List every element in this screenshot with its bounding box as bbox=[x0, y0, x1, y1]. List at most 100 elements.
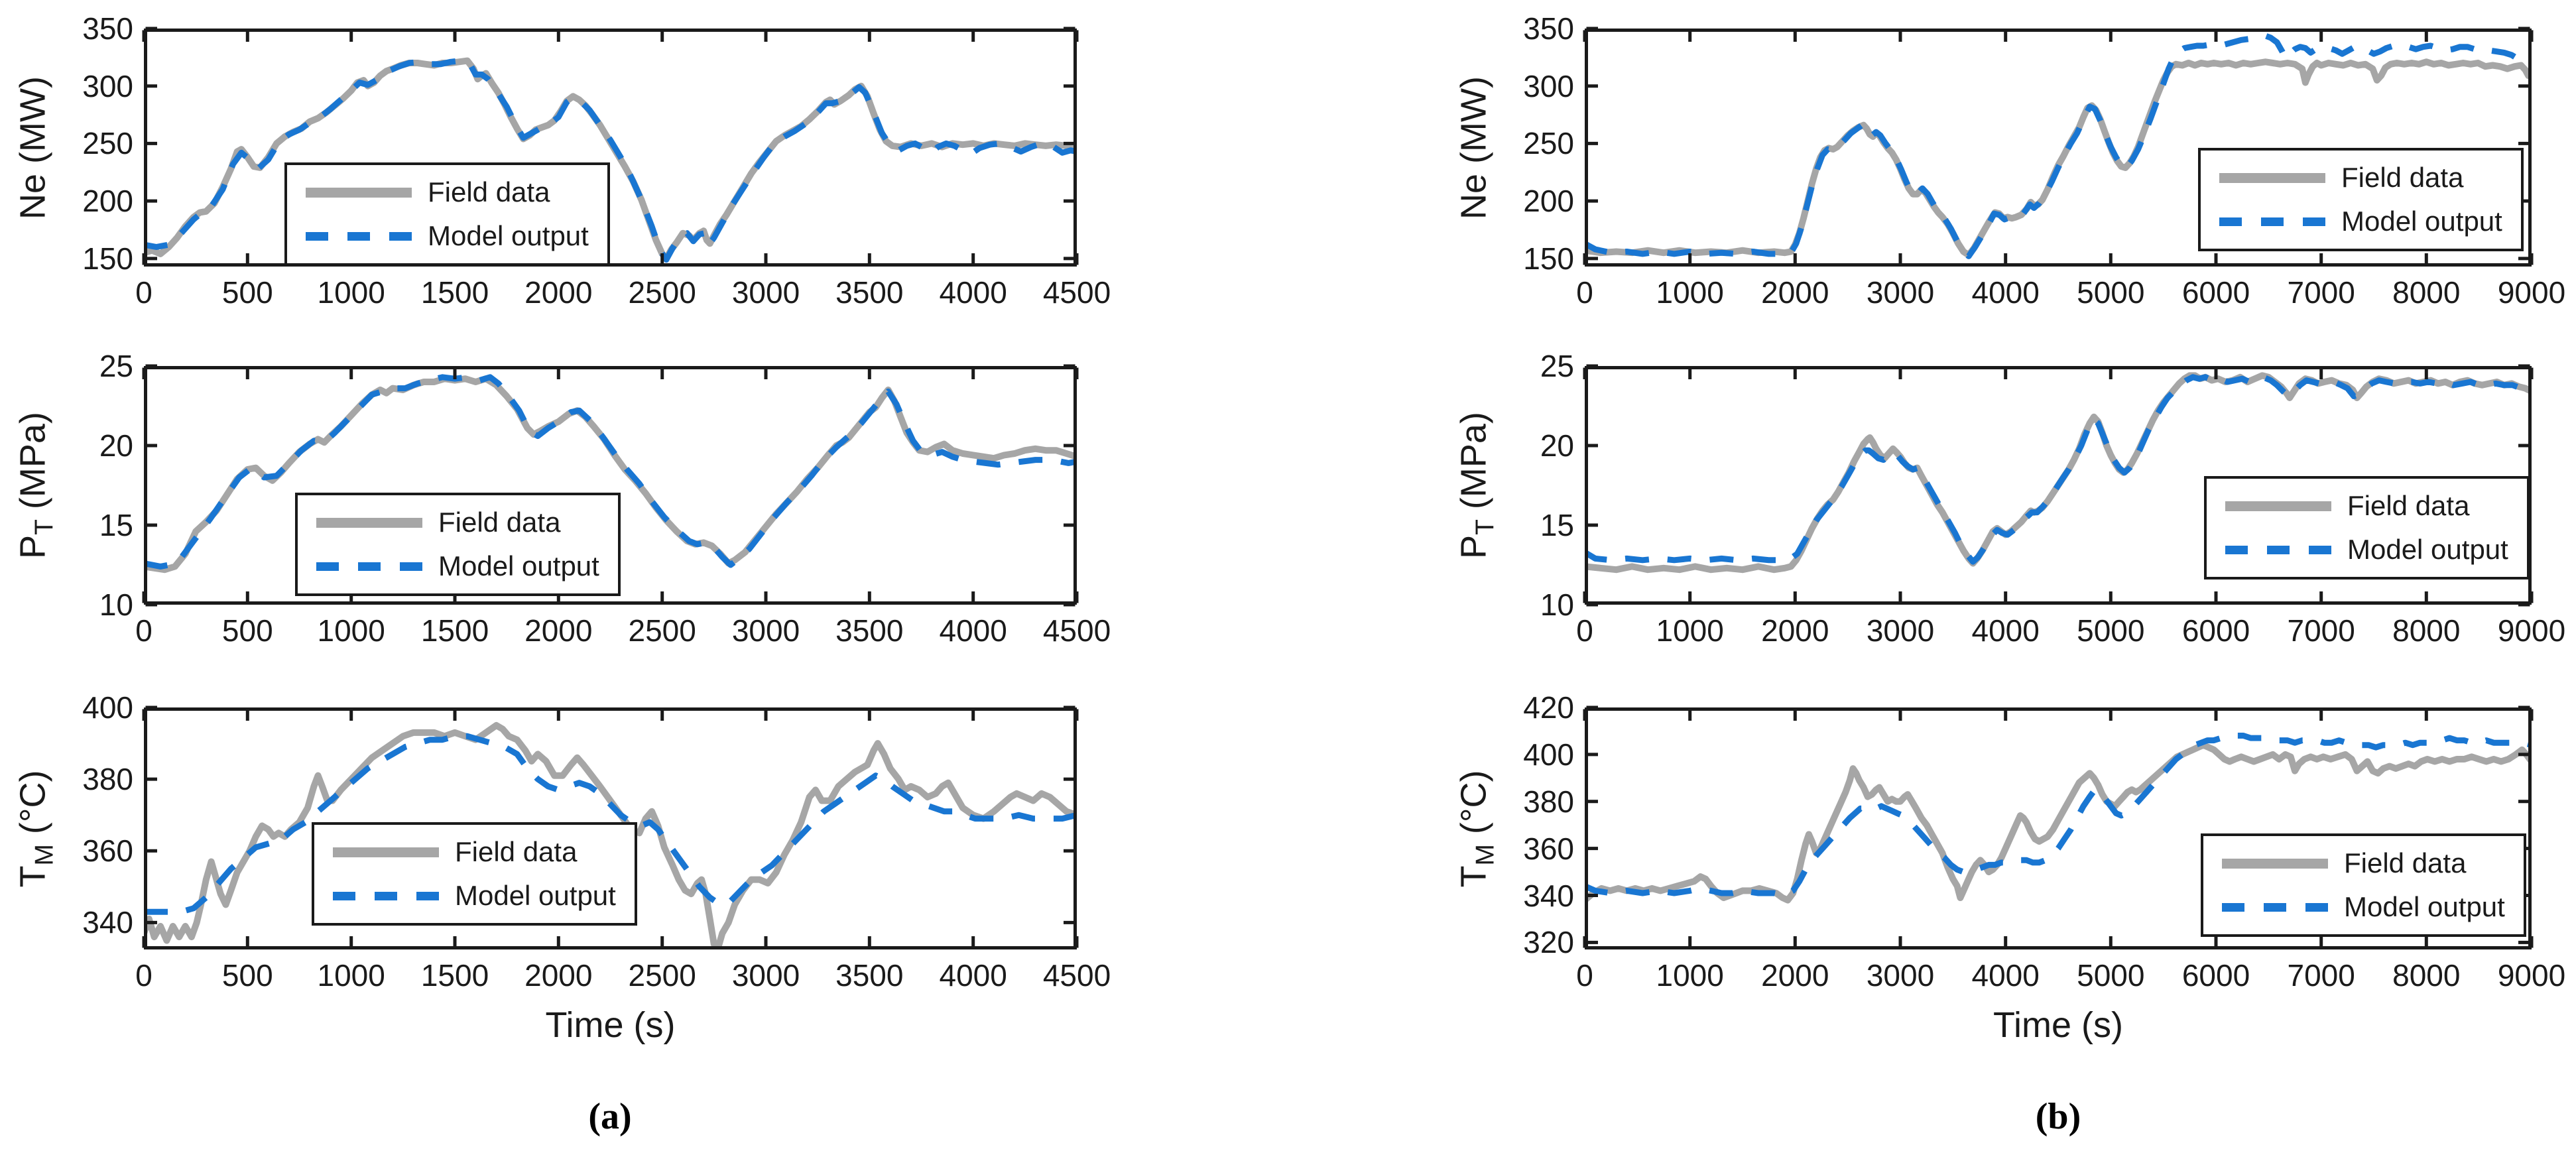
legend-entry-field-data: Field data bbox=[2219, 162, 2502, 193]
model-output-line-a3 bbox=[144, 733, 1077, 915]
x-tick-label-b2-9000: 9000 bbox=[2497, 613, 2566, 648]
model-output-line-swatch bbox=[316, 562, 422, 571]
model-output-line-b3 bbox=[1585, 733, 2532, 898]
legend-label-model-output: Model output bbox=[2344, 891, 2505, 922]
y-tick-label-a1-350: 350 bbox=[82, 11, 133, 46]
legend-label-field-data: Field data bbox=[438, 507, 561, 538]
y-tick-label-b3-380: 380 bbox=[1523, 784, 1574, 819]
x-tick-label-a1-0: 0 bbox=[135, 275, 153, 310]
x-tick-label-b1-2000: 2000 bbox=[1761, 275, 1829, 310]
x-tick-label-b2-7000: 7000 bbox=[2287, 613, 2355, 648]
x-tick-label-a1-4000: 4000 bbox=[939, 275, 1007, 310]
y-tick-label-b2-25: 25 bbox=[1540, 349, 1574, 383]
y-tick-label-a3-400: 400 bbox=[82, 690, 133, 725]
y-tick-label-a1-150: 150 bbox=[82, 241, 133, 276]
x-tick-label-b1-1000: 1000 bbox=[1656, 275, 1724, 310]
x-tick-label-a1-4500: 4500 bbox=[1042, 275, 1111, 310]
legend-a-tm: Field data Model output bbox=[312, 822, 637, 926]
legend-a-pt: Field data Model output bbox=[295, 493, 621, 596]
x-tick-label-b3-3000: 3000 bbox=[1866, 958, 1935, 993]
x-tick-label-b3-1000: 1000 bbox=[1656, 958, 1724, 993]
y-tick-label-b3-400: 400 bbox=[1523, 737, 1574, 772]
legend-entry-model-output: Model output bbox=[306, 221, 589, 251]
x-tick-label-b2-5000: 5000 bbox=[2077, 613, 2145, 648]
x-tick-label-a3-3500: 3500 bbox=[835, 958, 904, 993]
legend-label-model-output: Model output bbox=[2341, 206, 2502, 237]
model-output-line-a2 bbox=[144, 374, 1077, 570]
x-tick-label-b1-7000: 7000 bbox=[2287, 275, 2355, 310]
x-tick-label-b2-6000: 6000 bbox=[2181, 613, 2250, 648]
y-tick-label-b2-15: 15 bbox=[1540, 508, 1574, 542]
x-tick-label-a1-2000: 2000 bbox=[524, 275, 593, 310]
x-tick-label-a3-2000: 2000 bbox=[524, 958, 593, 993]
legend-a-ne: Field data Model output bbox=[284, 162, 610, 266]
field-data-line-b1 bbox=[1585, 58, 2532, 259]
legend-entry-field-data: Field data bbox=[316, 507, 599, 538]
x-tick-label-a1-2500: 2500 bbox=[628, 275, 696, 310]
x-tick-label-b2-0: 0 bbox=[1576, 613, 1593, 648]
x-tick-label-a3-4500: 4500 bbox=[1042, 958, 1111, 993]
legend-label-field-data: Field data bbox=[428, 176, 550, 208]
x-tick-label-a1-3500: 3500 bbox=[835, 275, 904, 310]
legend-entry-model-output: Model output bbox=[2225, 534, 2508, 565]
x-tick-label-b1-6000: 6000 bbox=[2181, 275, 2250, 310]
x-tick-label-b1-0: 0 bbox=[1576, 275, 1593, 310]
y-tick-label-a1-250: 250 bbox=[82, 126, 133, 161]
legend-label-field-data: Field data bbox=[455, 836, 578, 867]
y-tick-label-a2-20: 20 bbox=[99, 428, 133, 463]
y-tick-label-a3-380: 380 bbox=[82, 762, 133, 797]
field-data-line-swatch bbox=[2219, 172, 2325, 183]
plot-canvas-a2 bbox=[142, 364, 1079, 607]
x-axis-label-b: Time (s) bbox=[1993, 1005, 2123, 1045]
plot-canvas-b1 bbox=[1583, 27, 2534, 267]
x-tick-label-a2-0: 0 bbox=[135, 613, 153, 648]
field-data-line-swatch bbox=[333, 847, 439, 857]
y-tick-label-b2-20: 20 bbox=[1540, 428, 1574, 463]
model-output-line-swatch bbox=[2219, 217, 2325, 226]
x-tick-label-a2-3000: 3000 bbox=[731, 613, 800, 648]
x-tick-label-a3-0: 0 bbox=[135, 958, 153, 993]
y-tick-label-a2-10: 10 bbox=[99, 587, 133, 622]
legend-b-ne: Field data Model output bbox=[2198, 148, 2524, 251]
y-tick-label-b1-250: 250 bbox=[1523, 126, 1574, 161]
x-tick-label-b1-3000: 3000 bbox=[1866, 275, 1935, 310]
model-output-line-swatch bbox=[2222, 902, 2328, 912]
x-tick-label-b2-8000: 8000 bbox=[2392, 613, 2461, 648]
field-data-line-a3 bbox=[144, 722, 1077, 949]
legend-entry-model-output: Model output bbox=[333, 881, 616, 911]
legend-label-model-output: Model output bbox=[2347, 534, 2508, 565]
x-tick-label-a3-2500: 2500 bbox=[628, 958, 696, 993]
x-tick-label-a2-1500: 1500 bbox=[420, 613, 489, 648]
legend-entry-field-data: Field data bbox=[306, 177, 589, 208]
subplot-a-ne: Ne (MW) Field data Model output 0 500 1000… bbox=[13, 12, 1111, 309]
y-tick-label-a3-360: 360 bbox=[82, 833, 133, 869]
y-tick-label-b3-420: 420 bbox=[1523, 690, 1574, 725]
y-tick-label-b3-360: 360 bbox=[1523, 831, 1574, 866]
x-tick-label-b3-9000: 9000 bbox=[2497, 958, 2566, 993]
plot-canvas-b3 bbox=[1583, 705, 2534, 949]
model-output-line-swatch bbox=[333, 891, 439, 900]
legend-label-field-data: Field data bbox=[2344, 847, 2467, 879]
x-tick-label-b1-5000: 5000 bbox=[2077, 275, 2145, 310]
x-tick-label-a1-3000: 3000 bbox=[731, 275, 800, 310]
y-tick-label-b1-150: 150 bbox=[1523, 241, 1574, 276]
x-tick-label-b3-5000: 5000 bbox=[2077, 958, 2145, 993]
field-data-line-swatch bbox=[306, 187, 412, 198]
x-tick-label-b3-8000: 8000 bbox=[2392, 958, 2461, 993]
legend-b-pt: Field data Model output bbox=[2204, 476, 2530, 580]
model-output-line-swatch bbox=[306, 231, 412, 241]
x-tick-label-b3-6000: 6000 bbox=[2181, 958, 2250, 993]
plot-canvas-a3 bbox=[142, 705, 1079, 949]
x-tick-label-a2-4000: 4000 bbox=[939, 613, 1007, 648]
plot-canvas-b2 bbox=[1583, 364, 2534, 607]
subplot-b-ne: Ne (MW) Field data Model output 0 1000 200… bbox=[1454, 12, 2566, 309]
x-tick-label-a3-3000: 3000 bbox=[731, 958, 800, 993]
x-tick-label-a1-1500: 1500 bbox=[420, 275, 489, 310]
x-tick-label-b2-3000: 3000 bbox=[1866, 613, 1935, 648]
legend-label-field-data: Field data bbox=[2341, 162, 2464, 193]
x-tick-label-a2-500: 500 bbox=[221, 613, 273, 648]
legend-b-tm: Field data Model output bbox=[2201, 833, 2526, 937]
legend-entry-model-output: Model output bbox=[2219, 206, 2502, 237]
x-tick-label-b1-9000: 9000 bbox=[2497, 275, 2566, 310]
model-output-line-swatch bbox=[2225, 545, 2331, 554]
